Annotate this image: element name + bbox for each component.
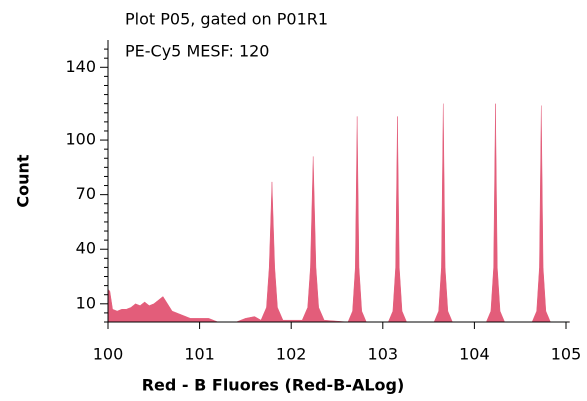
y-tick-label: 10 [76,293,96,312]
histogram-area [107,103,570,323]
y-tick-label: 70 [76,184,96,203]
chart-subtitle: PE-Cy5 MESF: 120 [125,42,269,61]
x-tick-label: 105 [551,345,582,364]
chart-title: Plot P05, gated on P01R1 [125,10,328,29]
y-axis-label: Count [14,154,33,208]
x-tick-label: 103 [368,345,399,364]
x-tick-label: 104 [459,345,490,364]
y-tick-label: 100 [65,130,96,149]
x-axis-label: Red - B Fluores (Red-B-ALog) [142,376,405,395]
x-tick-label: 102 [276,345,307,364]
x-tick-label: 101 [184,345,215,364]
y-tick-label: 140 [65,57,96,76]
y-tick-label: 40 [76,239,96,258]
x-tick-label: 100 [93,345,124,364]
